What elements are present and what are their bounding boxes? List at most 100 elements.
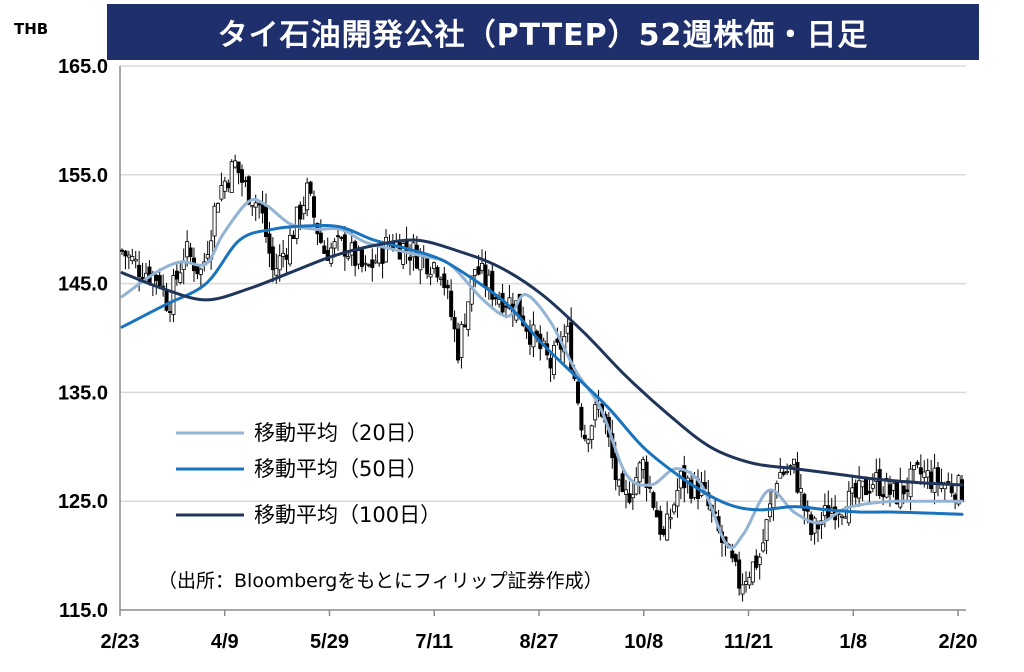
candle-body	[925, 470, 930, 478]
candle-body	[648, 486, 653, 489]
candle-body	[342, 234, 347, 257]
candle-body	[661, 528, 666, 535]
candle-body	[548, 357, 553, 369]
candle-body	[373, 260, 378, 264]
candle-body	[476, 266, 481, 275]
candle-body	[298, 204, 303, 220]
candle-body	[188, 247, 193, 258]
candle-body	[809, 514, 814, 535]
candle-body	[466, 301, 471, 331]
candle-body	[867, 490, 872, 494]
candle-body	[850, 487, 855, 494]
candle-body	[905, 489, 910, 492]
candle-body	[294, 206, 299, 239]
candle-body	[891, 482, 896, 491]
candle-body	[812, 517, 817, 534]
candle-body	[479, 263, 484, 271]
candle-body	[565, 325, 570, 334]
candle-body	[356, 250, 361, 265]
candle-body	[137, 264, 142, 278]
candle-body	[795, 461, 800, 493]
candle-body	[370, 259, 375, 268]
candle-body	[949, 486, 954, 494]
candle-body	[853, 482, 858, 498]
y-tick-label: 145.0	[58, 274, 108, 296]
candle-body	[740, 584, 745, 595]
candle-body	[785, 471, 790, 473]
candle-body	[843, 516, 848, 519]
candle-body	[311, 196, 316, 218]
candle-body	[449, 290, 454, 317]
candle-body	[353, 241, 358, 266]
candle-body	[270, 246, 275, 271]
candle-body	[576, 381, 581, 404]
x-tick-label: 4/9	[211, 631, 239, 653]
candle-body	[929, 471, 934, 490]
candle-body	[287, 235, 292, 265]
candle-body	[932, 467, 937, 493]
candle-body	[120, 249, 125, 252]
candle-body	[305, 182, 310, 211]
candle-body	[291, 234, 296, 239]
candle-body	[665, 513, 670, 541]
x-tick-label: 10/8	[624, 631, 663, 653]
candle-body	[778, 472, 783, 479]
ma100-line	[120, 238, 964, 487]
candle-body	[462, 324, 467, 328]
candle-body	[229, 161, 234, 193]
candle-body	[359, 249, 364, 267]
x-tick-label: 2/20	[939, 631, 978, 653]
candle-body	[668, 517, 673, 520]
source-note: （出所：Bloombergをもとにフィリップ証券作成）	[158, 570, 603, 592]
candle-body	[757, 556, 762, 565]
chart-title-bar: タイ石油開発公社（PTTEP）52週株価・日足	[107, 4, 979, 60]
candle-body	[363, 262, 368, 265]
candle-body	[658, 510, 663, 535]
candle-body	[857, 480, 862, 499]
candle-body	[788, 465, 793, 468]
candle-body	[675, 490, 680, 507]
candle-body	[174, 270, 179, 280]
candle-body	[239, 169, 244, 183]
candle-body	[593, 404, 598, 421]
legend-label-3: 移動平均（100日）	[254, 503, 441, 527]
candle-body	[915, 461, 920, 466]
candle-body	[267, 233, 272, 254]
candle-body	[473, 268, 478, 276]
candle-body	[877, 469, 882, 497]
candle-body	[154, 274, 159, 281]
candle-body	[407, 256, 412, 261]
candle-body	[730, 550, 735, 559]
candle-body	[366, 264, 371, 267]
candle-body	[284, 254, 289, 260]
candle-body	[438, 277, 443, 280]
candle-body	[860, 480, 865, 488]
candle-body	[802, 493, 807, 511]
candle-body	[215, 203, 220, 213]
candle-body	[552, 345, 557, 375]
y-tick-label: 125.0	[58, 491, 108, 513]
candle-body	[870, 484, 875, 489]
candle-body	[346, 256, 351, 259]
candle-body	[133, 259, 138, 262]
candle-body	[637, 462, 642, 483]
candle-body	[624, 489, 629, 495]
candle-body	[888, 484, 893, 495]
candle-body	[322, 245, 327, 254]
y-tick-label: 165.0	[58, 56, 108, 78]
candle-body	[922, 471, 927, 478]
x-tick-label: 8/27	[520, 631, 559, 653]
candle-body	[157, 275, 162, 286]
candle-body	[243, 180, 248, 183]
x-tick-label: 1/8	[839, 631, 867, 653]
candle-body	[816, 524, 821, 530]
candle-body	[178, 272, 183, 283]
y-tick-label: 115.0	[59, 600, 108, 622]
candle-body	[318, 232, 323, 243]
candle-body	[339, 237, 344, 239]
candle-body	[483, 264, 488, 288]
candle-body	[798, 488, 803, 493]
candle-body	[257, 203, 262, 206]
candle-body	[744, 581, 749, 585]
